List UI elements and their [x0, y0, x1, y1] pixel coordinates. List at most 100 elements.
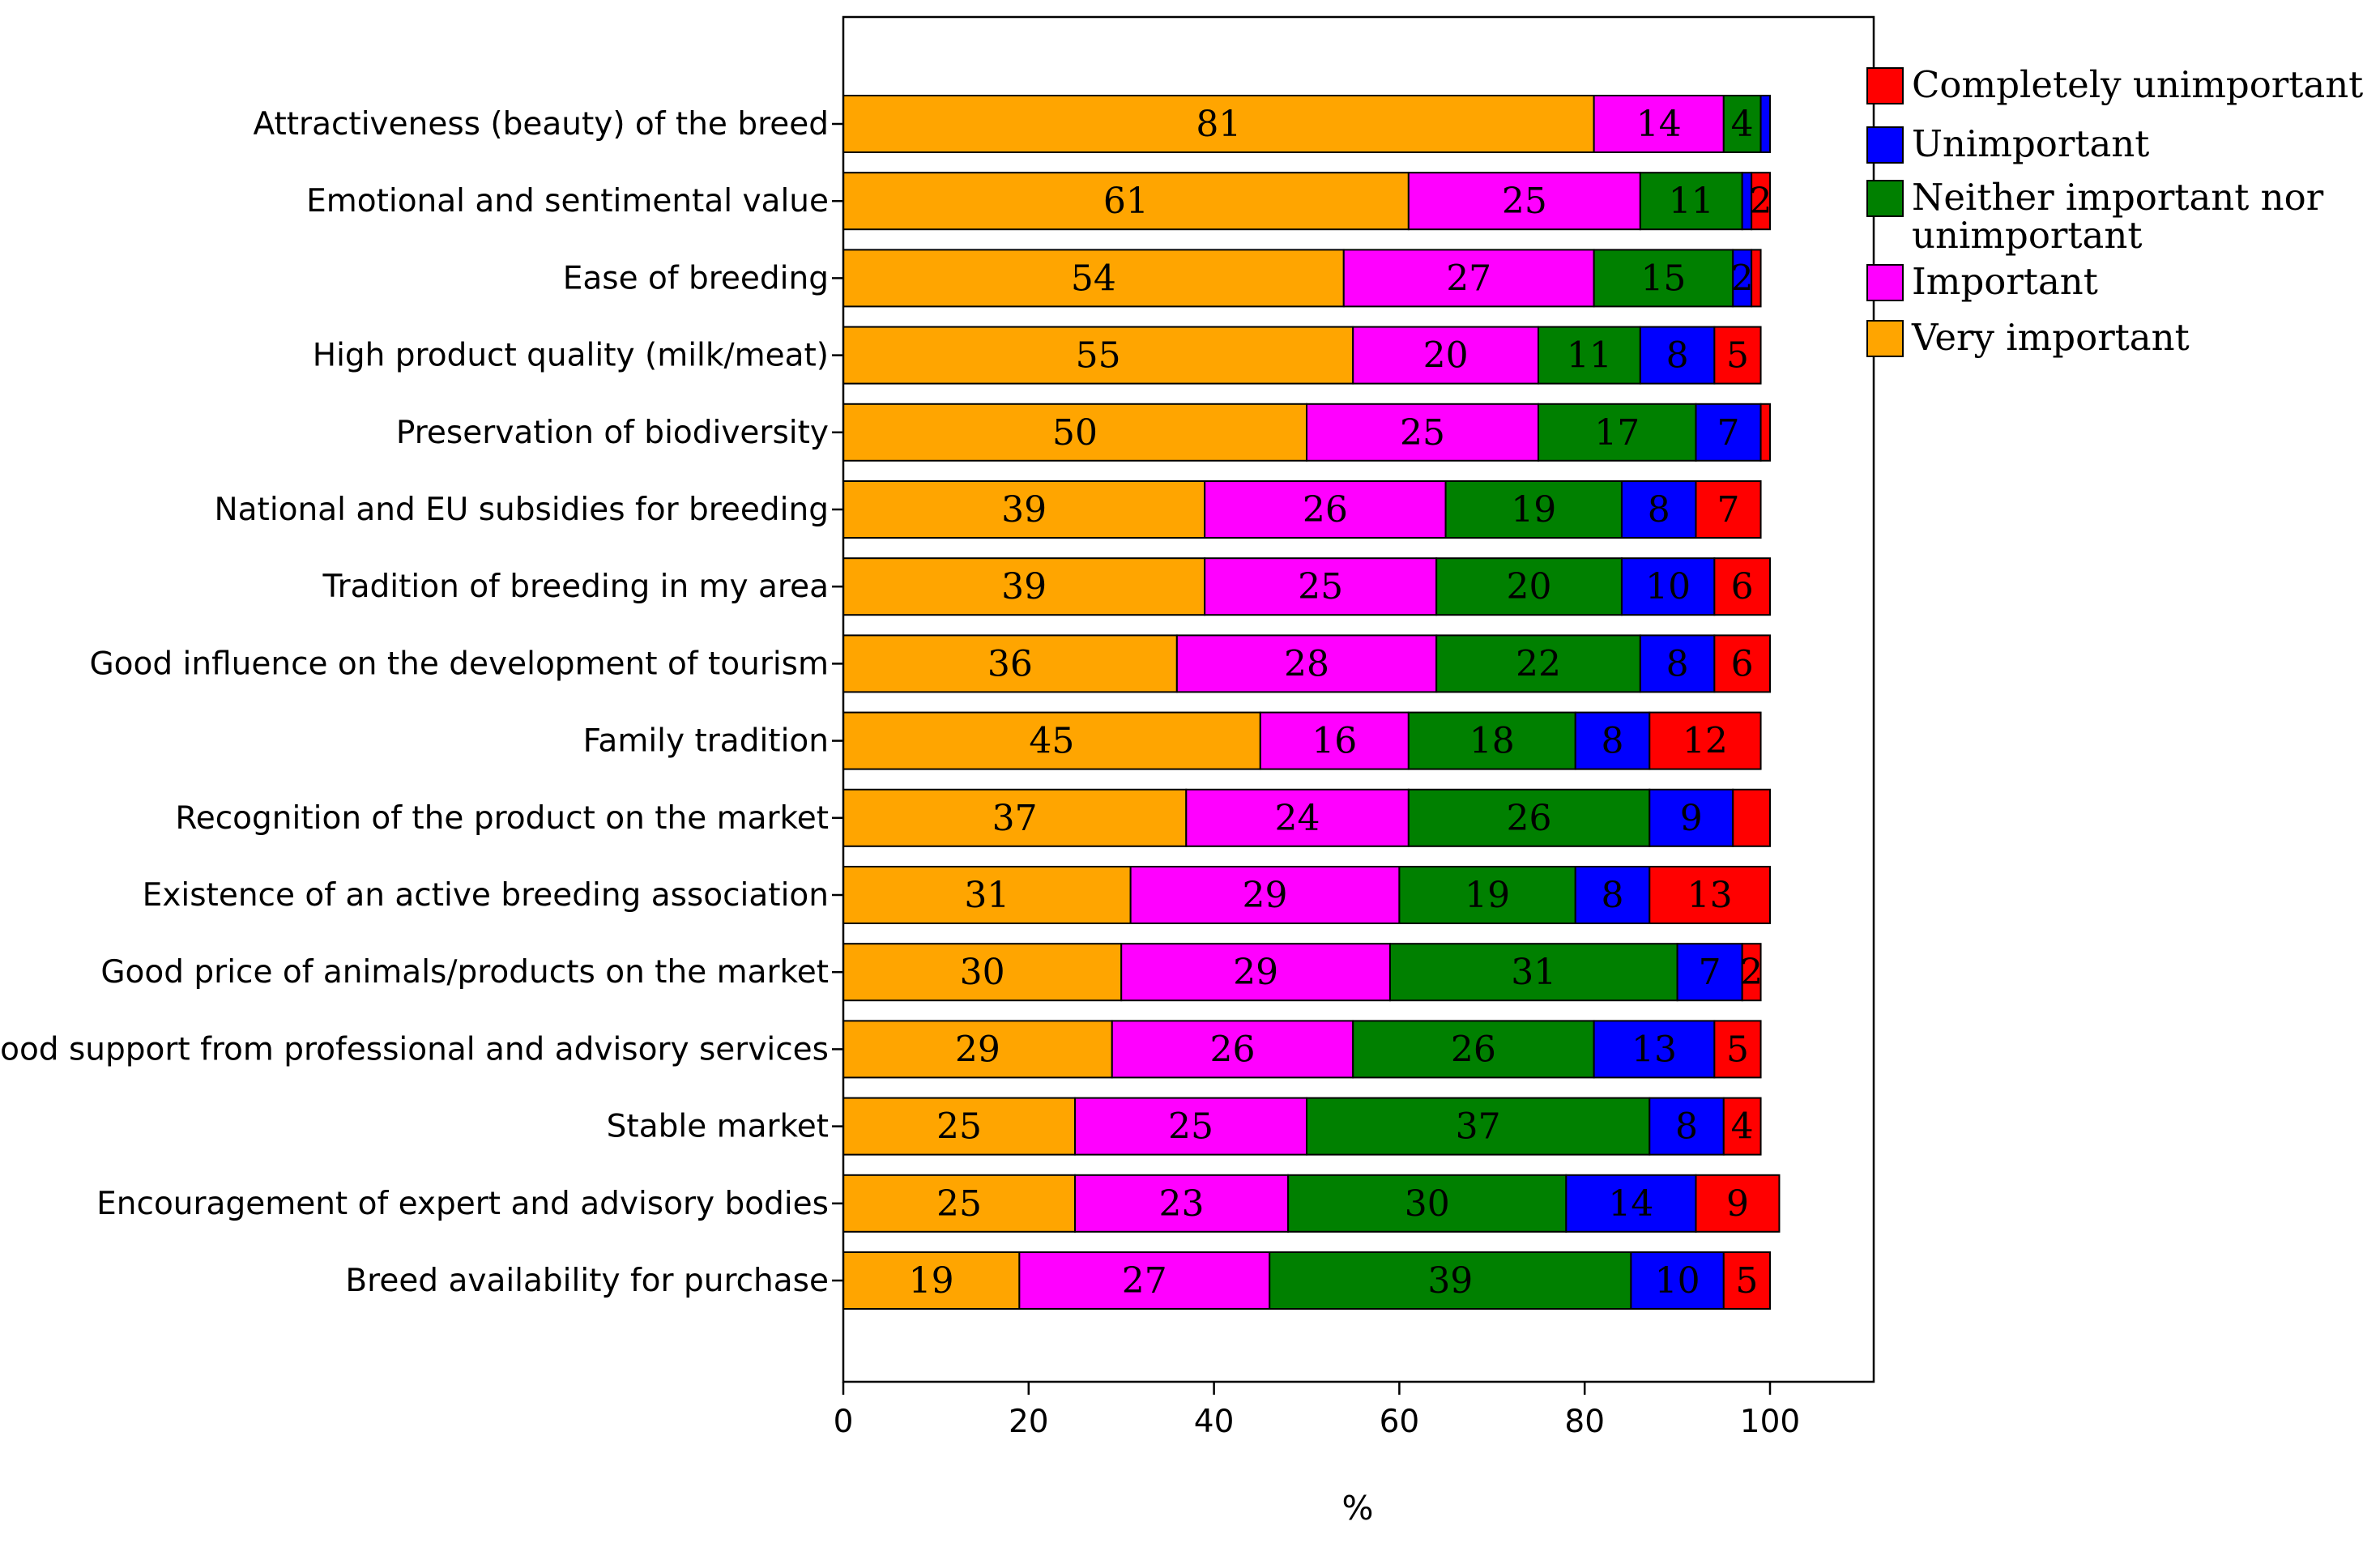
category-labels-layer: Attractiveness (beauty) of the breed Emot…	[0, 106, 829, 1299]
bar-segment	[1574, 866, 1651, 924]
x-tick-label: 0	[834, 1404, 854, 1440]
data-label: 15	[1640, 258, 1686, 299]
category-label: Family tradition	[583, 723, 829, 760]
category-label: High product quality (milk/meat)	[313, 338, 829, 374]
bar-segment	[842, 1020, 1113, 1079]
bar-segment	[1407, 172, 1641, 231]
bar-segment	[1565, 1174, 1697, 1233]
legend-label: Important	[1912, 260, 2098, 303]
data-label: 24	[1275, 798, 1320, 839]
data-label: 29	[1233, 952, 1278, 993]
bar-segment	[1185, 788, 1410, 847]
data-label: 2	[1750, 181, 1772, 222]
bar-segment	[1759, 403, 1772, 462]
bar-segment	[1630, 1251, 1725, 1310]
data-label: 20	[1423, 335, 1469, 377]
data-label: 28	[1284, 643, 1329, 684]
data-label: 16	[1312, 721, 1357, 762]
bar-segment	[1593, 95, 1725, 153]
bar-segment	[1751, 172, 1772, 231]
bar-segment	[1444, 480, 1623, 539]
category-label: Good support from professional and advis…	[0, 1031, 829, 1068]
data-label: 54	[1071, 258, 1116, 299]
legend-label: Very important	[1911, 316, 2190, 359]
data-label: 8	[1666, 643, 1689, 684]
data-label: 2	[1731, 258, 1754, 299]
category-label: Recognition of the product on the market	[175, 800, 829, 837]
legend: Completely unimportant Unimportant Neither…	[1866, 63, 2363, 359]
bar-segment	[1695, 480, 1762, 539]
bar-segment	[842, 403, 1307, 462]
data-label: 4	[1731, 1106, 1754, 1148]
bar-segment	[1593, 249, 1734, 308]
data-label: 19	[1465, 875, 1510, 916]
legend-swatch	[1866, 67, 1904, 104]
bar-segment	[1620, 480, 1697, 539]
bar-segment	[1074, 1174, 1290, 1233]
data-label: 30	[1405, 1183, 1450, 1225]
x-tick-label: 20	[1009, 1404, 1049, 1440]
data-label: 37	[1456, 1106, 1501, 1148]
data-label: 61	[1103, 181, 1149, 222]
bar-segment	[1574, 711, 1651, 770]
bar-segment	[1538, 403, 1697, 462]
bar-segment	[842, 480, 1206, 539]
bar-segment	[842, 95, 1595, 153]
bar-segment	[1306, 403, 1539, 462]
data-label: 25	[1502, 181, 1547, 222]
bar-segment	[1722, 1097, 1762, 1156]
data-label: 25	[936, 1106, 982, 1148]
bar-segment	[1722, 95, 1762, 153]
axes-layer: 0 20 40 60 80 100	[832, 15, 1875, 1440]
data-label: 19	[1511, 489, 1556, 531]
bar-segment	[1713, 557, 1772, 616]
x-tick-label: 80	[1564, 1404, 1605, 1440]
data-label: 18	[1469, 721, 1515, 762]
data-label: 13	[1631, 1029, 1677, 1070]
bar-segment	[1751, 249, 1762, 308]
data-label: 10	[1655, 1260, 1700, 1302]
data-label: 22	[1516, 643, 1561, 684]
bars-layer	[842, 95, 1781, 1310]
data-label: 29	[1243, 875, 1288, 916]
bar-segment	[1129, 866, 1401, 924]
bar-segment	[842, 943, 1123, 1002]
data-label: 25	[936, 1183, 982, 1225]
bar-segment	[842, 172, 1410, 231]
category-label: Breed availability for purchase	[345, 1263, 829, 1299]
data-label: 27	[1122, 1260, 1167, 1302]
data-label: 7	[1717, 489, 1740, 531]
data-label: 25	[1298, 566, 1343, 607]
category-label: Good price of animals/products on the ma…	[100, 954, 829, 991]
data-label: 20	[1507, 566, 1552, 607]
bar-segment	[1649, 1097, 1725, 1156]
bar-segment	[1639, 172, 1743, 231]
data-label: 25	[1168, 1106, 1213, 1148]
data-label: 6	[1731, 566, 1754, 607]
data-label: 9	[1726, 1183, 1749, 1225]
bar-segment	[842, 1097, 1076, 1156]
x-axis-title: %	[1342, 1489, 1374, 1528]
category-label: Preservation of biodiversity	[396, 415, 829, 451]
bar-segment	[1620, 557, 1716, 616]
bar-segment	[1204, 480, 1447, 539]
category-label: National and EU subsidies for breeding	[214, 492, 829, 528]
data-label: 50	[1052, 412, 1098, 454]
data-label: 31	[1511, 952, 1556, 993]
bar-segment	[1538, 326, 1641, 385]
bar-segment	[1649, 788, 1734, 847]
legend-swatch	[1866, 320, 1904, 357]
category-label: Stable market	[607, 1109, 829, 1145]
bar-segment	[1111, 1020, 1354, 1079]
legend-label: Completely unimportant	[1912, 63, 2363, 106]
data-label: 37	[992, 798, 1038, 839]
data-label: 26	[1303, 489, 1348, 531]
data-label: 8	[1666, 335, 1689, 377]
bar-segment	[1732, 788, 1771, 847]
data-label: 11	[1567, 335, 1612, 377]
data-label: 39	[1001, 566, 1047, 607]
bar-segment	[1722, 1251, 1772, 1310]
data-label: 13	[1687, 875, 1733, 916]
data-label: 26	[1209, 1029, 1255, 1070]
data-label: 5	[1735, 1260, 1758, 1302]
